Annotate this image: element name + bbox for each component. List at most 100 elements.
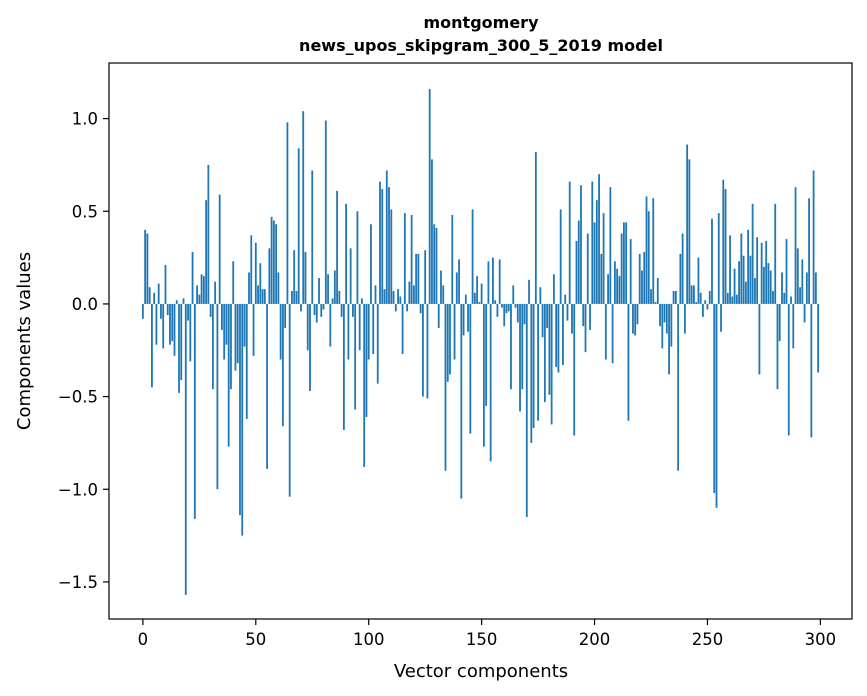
bar (593, 222, 596, 304)
bar (313, 303, 316, 316)
bar (397, 289, 399, 304)
bar (252, 303, 255, 356)
bar (650, 289, 652, 304)
bar (591, 181, 594, 304)
bar (744, 281, 747, 304)
bar (654, 302, 657, 304)
bar (812, 170, 815, 304)
bar (808, 198, 810, 304)
bar (539, 287, 542, 304)
x-tick-label: 50 (245, 630, 266, 649)
bar (428, 88, 431, 304)
bar (487, 261, 490, 304)
y-tick-label: −1.5 (58, 573, 98, 592)
bar (182, 298, 185, 304)
bar (311, 170, 314, 304)
bar (778, 303, 781, 341)
bar (232, 261, 235, 304)
x-axis-ticks: 0 50 100 150 200 250 300 (138, 619, 836, 649)
bar (268, 248, 271, 304)
bar (776, 303, 779, 390)
x-tick-label: 0 (138, 630, 149, 649)
bar (702, 303, 704, 317)
bar (609, 187, 612, 304)
bar (699, 292, 702, 304)
bar (458, 259, 460, 304)
bar (790, 296, 792, 304)
bar (363, 303, 366, 468)
bar (641, 270, 643, 304)
bar (677, 303, 680, 471)
bar (595, 200, 598, 304)
y-tick-label: 0.0 (72, 295, 98, 314)
bar (566, 303, 569, 321)
bar (670, 303, 673, 347)
bar (236, 303, 239, 364)
bar (794, 187, 797, 304)
y-axis-label: Components values (14, 252, 35, 430)
bar (607, 274, 609, 304)
bar (783, 292, 786, 304)
bar (153, 292, 156, 304)
bar (211, 303, 214, 390)
bar (482, 303, 485, 447)
bar (338, 290, 341, 304)
bar (634, 303, 637, 336)
bar (473, 292, 476, 304)
bar (704, 300, 707, 304)
y-tick-label: −0.5 (58, 388, 98, 407)
bar (765, 240, 768, 304)
bar (512, 285, 515, 304)
bar (521, 303, 524, 390)
bar (245, 303, 248, 419)
bar (151, 303, 153, 388)
bar (209, 303, 212, 317)
bar (805, 272, 808, 304)
bar (661, 303, 664, 349)
bar (266, 303, 268, 469)
bar (589, 303, 591, 330)
bar (239, 303, 241, 516)
bar (611, 303, 614, 364)
bar (582, 303, 585, 327)
bar (573, 303, 576, 436)
bar (300, 303, 302, 312)
bar (713, 303, 716, 493)
bar (270, 216, 273, 304)
bar (656, 277, 659, 304)
y-tick-label: 1.0 (72, 110, 98, 129)
bar (284, 303, 287, 329)
bar (674, 290, 677, 304)
bar (426, 303, 429, 399)
bar (440, 270, 442, 304)
bar (216, 303, 219, 490)
bar (390, 209, 393, 304)
bar (523, 303, 526, 325)
bar (688, 159, 691, 304)
bar (254, 242, 257, 304)
bar (361, 298, 363, 304)
bar (735, 294, 738, 304)
bar (392, 290, 395, 304)
bar (214, 281, 217, 304)
bar (546, 303, 549, 329)
bar (336, 190, 338, 304)
bar (184, 303, 187, 595)
bar (564, 294, 567, 304)
bar (419, 303, 422, 314)
bar (537, 303, 539, 421)
bar (632, 303, 634, 334)
bar (501, 303, 503, 308)
bar (548, 303, 551, 395)
bar (433, 224, 436, 304)
bar (814, 272, 817, 304)
bar (810, 303, 813, 438)
bar (297, 148, 300, 304)
bar (243, 303, 246, 347)
bar (281, 303, 284, 427)
chart-subtitle: news_upos_skipgram_300_5_2019 model (299, 36, 663, 55)
bar (261, 289, 264, 304)
bar (234, 303, 237, 371)
bar (415, 253, 418, 304)
bar (668, 303, 670, 375)
